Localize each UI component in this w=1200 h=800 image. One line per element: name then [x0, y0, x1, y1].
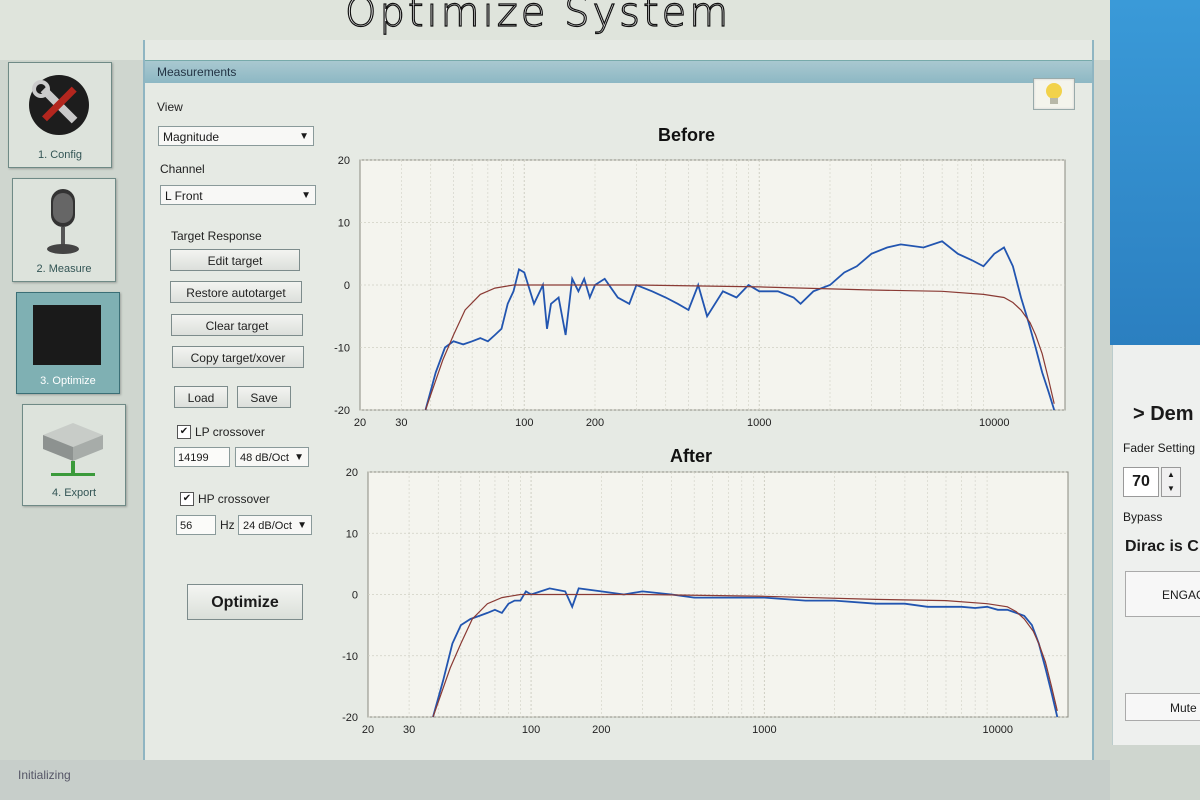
- lightbulb-icon: [1046, 83, 1062, 104]
- before-chart-title: Before: [658, 125, 716, 145]
- sidebar-item-label: 1. Config: [37, 149, 83, 161]
- y-tick-label: 10: [338, 218, 350, 230]
- hp-slope-value: 24 dB/Oct: [243, 520, 292, 532]
- y-tick-label: 10: [346, 528, 358, 540]
- restore-autotarget-button[interactable]: Restore autotarget: [170, 281, 302, 303]
- fader-label: Fader Setting: [1123, 441, 1196, 455]
- tools-icon: [29, 75, 89, 135]
- hp-slope-select[interactable]: 24 dB/Oct ▼: [238, 515, 312, 535]
- engage-button[interactable]: ENGAG: [1125, 571, 1200, 617]
- bypass-label: Bypass: [1123, 510, 1163, 524]
- target-series-line: [432, 593, 1058, 718]
- x-tick-label: 20: [362, 724, 374, 736]
- lp-crossover-label: LP crossover: [195, 425, 265, 439]
- sidebar-item-measure[interactable]: 2. Measure: [12, 178, 116, 282]
- fader-stepper[interactable]: ▲ ▼: [1161, 467, 1181, 497]
- view-label: View: [157, 100, 183, 114]
- mute-button[interactable]: Mute: [1125, 693, 1200, 721]
- target-response-label: Target Response: [171, 229, 262, 243]
- y-tick-label: 0: [352, 590, 358, 602]
- chevron-down-icon: ▼: [297, 520, 307, 531]
- lp-slope-select[interactable]: 48 dB/Oct ▼: [235, 447, 309, 467]
- panel-header: Measurements: [145, 60, 1092, 83]
- hp-unit-label: Hz: [220, 518, 235, 532]
- x-tick-label: 10000: [979, 417, 1010, 429]
- export-device-icon: [43, 423, 103, 476]
- channel-select[interactable]: L Front ▼: [160, 185, 316, 205]
- copy-target-xover-button[interactable]: Copy target/xover: [172, 346, 304, 368]
- clear-target-button[interactable]: Clear target: [171, 314, 303, 336]
- y-tick-label: 20: [346, 467, 358, 479]
- desktop-background: [1110, 0, 1200, 345]
- y-tick-label: 20: [338, 155, 350, 167]
- save-button[interactable]: Save: [237, 386, 291, 408]
- sidebar-item-label: 4. Export: [51, 487, 97, 499]
- sidebar-item-optimize[interactable]: 3. Optimize: [16, 292, 120, 394]
- channel-label: Channel: [160, 162, 205, 176]
- sidebar-item-config[interactable]: 1. Config: [8, 62, 112, 168]
- channel-select-value: L Front: [165, 189, 203, 203]
- panel-title: Measurements: [157, 65, 237, 79]
- x-tick-label: 200: [586, 417, 604, 429]
- y-tick-label: -20: [334, 405, 350, 417]
- panel-heading: > Dem: [1133, 403, 1194, 425]
- measurement-series-line: [424, 240, 1056, 411]
- x-tick-label: 200: [592, 724, 610, 736]
- load-button[interactable]: Load: [174, 386, 228, 408]
- dirac-status-label: Dirac is C: [1125, 538, 1199, 555]
- x-tick-label: 1000: [752, 724, 776, 736]
- x-tick-label: 30: [395, 417, 407, 429]
- y-tick-label: -20: [342, 712, 358, 724]
- x-tick-label: 100: [522, 724, 540, 736]
- fader-value-input[interactable]: 70: [1123, 467, 1159, 497]
- y-tick-label: 0: [344, 280, 350, 292]
- x-tick-label: 100: [515, 417, 533, 429]
- x-tick-label: 30: [403, 724, 415, 736]
- microphone-icon: [47, 189, 79, 254]
- sidebar-item-label: 2. Measure: [36, 263, 92, 275]
- optimize-icon: [33, 305, 101, 365]
- app-title: Optimize System: [344, 0, 732, 37]
- lp-slope-value: 48 dB/Oct: [240, 452, 289, 464]
- lp-crossover-checkbox[interactable]: ✔: [177, 425, 191, 439]
- chevron-down-icon: ▼: [294, 452, 304, 463]
- hp-frequency-input[interactable]: 56: [176, 515, 216, 535]
- sidebar-item-label: 3. Optimize: [40, 375, 96, 387]
- lp-frequency-input[interactable]: 14199: [174, 447, 230, 467]
- status-bar: [0, 760, 1110, 800]
- x-tick-label: 10000: [982, 724, 1013, 736]
- chevron-down-icon: ▼: [299, 131, 309, 142]
- chevron-down-icon: ▼: [301, 190, 311, 201]
- view-select-value: Magnitude: [163, 130, 220, 144]
- status-text: Initializing: [18, 768, 71, 782]
- y-tick-label: -10: [334, 343, 350, 355]
- optimize-button[interactable]: Optimize: [187, 584, 303, 620]
- x-tick-label: 1000: [747, 417, 771, 429]
- hp-crossover-label: HP crossover: [198, 492, 270, 506]
- target-series-line: [424, 284, 1055, 411]
- sidebar-item-export[interactable]: 4. Export: [22, 404, 126, 506]
- x-tick-label: 20: [354, 417, 366, 429]
- hp-crossover-checkbox[interactable]: ✔: [180, 492, 194, 506]
- dirac-control-panel: > Dem Fader Setting 70 ▲ ▼ Bypass Dirac i…: [1112, 345, 1200, 745]
- y-tick-label: -10: [342, 651, 358, 663]
- hint-button[interactable]: [1033, 78, 1075, 110]
- after-chart-title: After: [670, 446, 713, 466]
- view-select[interactable]: Magnitude ▼: [158, 126, 314, 146]
- edit-target-button[interactable]: Edit target: [170, 249, 300, 271]
